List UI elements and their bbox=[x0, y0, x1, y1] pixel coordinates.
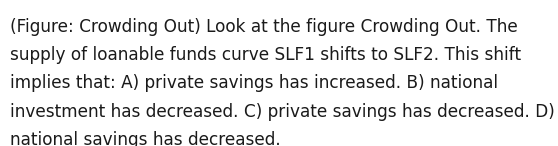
Text: investment has decreased. C) private savings has decreased. D): investment has decreased. C) private sav… bbox=[10, 103, 555, 121]
Text: supply of loanable funds curve SLF1 shifts to SLF2. This shift: supply of loanable funds curve SLF1 shif… bbox=[10, 46, 521, 64]
Text: national savings has decreased.: national savings has decreased. bbox=[10, 131, 281, 146]
Text: implies that: A) private savings has increased. B) national: implies that: A) private savings has inc… bbox=[10, 74, 498, 92]
Text: (Figure: Crowding Out) Look at the figure Crowding Out. The: (Figure: Crowding Out) Look at the figur… bbox=[10, 18, 518, 35]
